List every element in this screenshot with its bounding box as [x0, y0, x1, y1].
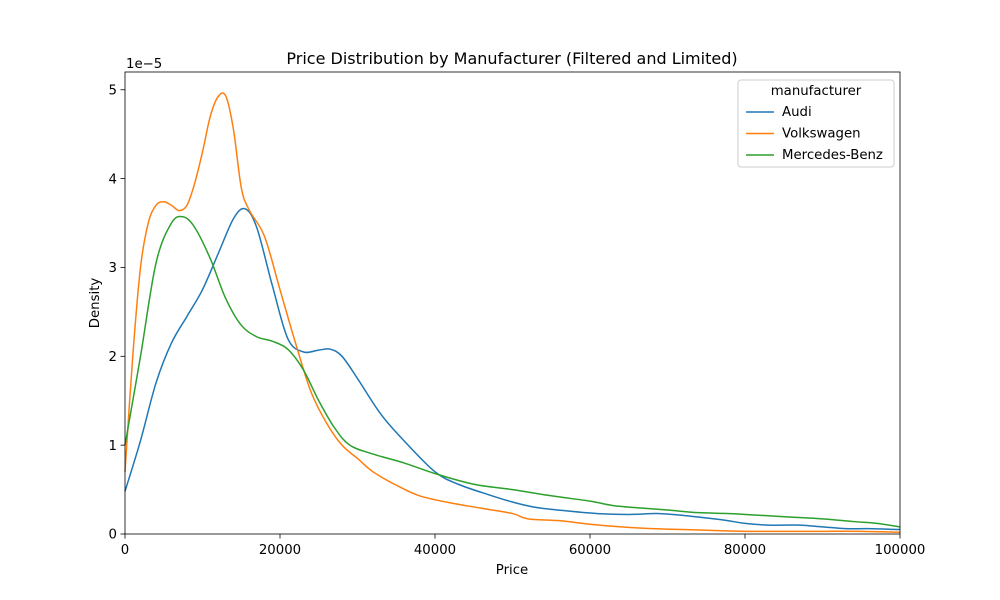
y-tick-label: 3 — [109, 261, 117, 276]
y-offset-label: 1e−5 — [126, 57, 162, 72]
series-line-mercedes-benz — [124, 215, 901, 528]
chart-title: Price Distribution by Manufacturer (Filt… — [286, 49, 737, 68]
x-tick-label: 60000 — [569, 543, 611, 558]
legend: manufacturer Audi Volkswagen Mercedes-Benz — [737, 79, 895, 168]
x-tick-label: 20000 — [259, 543, 301, 558]
x-tick-label: 0 — [121, 543, 129, 558]
series-line-volkswagen — [124, 92, 901, 533]
series-line-audi — [124, 207, 901, 531]
y-tick-label: 4 — [109, 172, 117, 187]
y-axis-title: Density — [88, 278, 103, 329]
y-tick-label: 0 — [109, 528, 117, 543]
axes-frame — [124, 71, 901, 535]
legend-label: Volkswagen — [782, 127, 861, 142]
legend-frame — [737, 79, 895, 168]
legend-title: manufacturer — [771, 84, 862, 99]
legend-label: Mercedes-Benz — [782, 148, 883, 163]
x-axis-title: Price — [496, 563, 528, 578]
y-tick-label: 1 — [109, 439, 117, 454]
y-tick-label: 2 — [109, 350, 117, 365]
plot-area: 0 20000 40000 60000 80000 100000 0 1 2 3 4 5 — [109, 71, 926, 558]
x-tick-label: 40000 — [414, 543, 456, 558]
y-tick-label: 5 — [109, 83, 117, 98]
legend-label: Audi — [782, 105, 812, 120]
x-tick-label: 80000 — [724, 543, 766, 558]
x-tick-label: 100000 — [875, 543, 926, 558]
